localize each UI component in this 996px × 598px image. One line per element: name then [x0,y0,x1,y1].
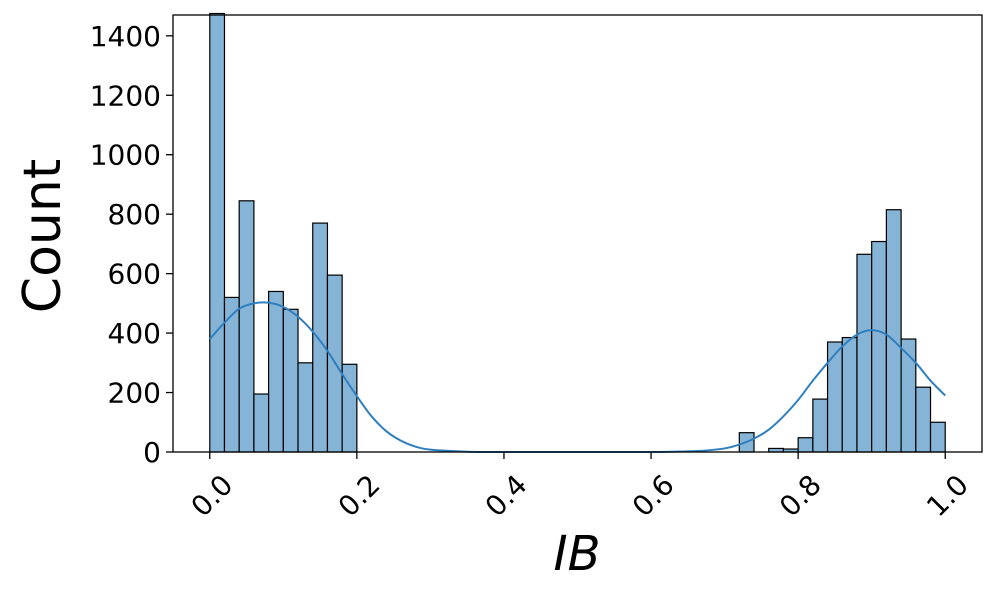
histogram-bar-15 [826,341,843,453]
histogram-bar-14 [812,398,829,453]
x-tick-label: 0.2 [332,468,387,523]
y-tick-label: 1000 [90,139,161,172]
histogram-bar-13 [797,437,814,453]
histogram-bar-5 [282,308,299,453]
y-tick-label: 600 [108,258,161,291]
x-tick-label: 0.8 [773,468,828,523]
histogram-bar-2 [238,200,255,453]
y-tick-label: 200 [108,377,161,410]
histogram-bar-16 [841,336,858,453]
histogram-bar-6 [297,362,314,453]
histogram-bar-17 [856,253,873,453]
x-axis-ticks: 0.0 0.2 0.4 0.6 0.8 1.0 [185,452,975,523]
y-tick-label: 1400 [90,20,161,53]
histogram-bar-4 [268,290,284,453]
histogram-bar-21 [915,386,932,453]
plot-frame [172,14,983,453]
y-tick-label: 0 [143,436,161,469]
histogram-bar-22 [929,421,946,453]
y-tick-label: 1200 [90,79,161,112]
histogram-bar-7 [312,222,329,453]
x-tick-label: 0.4 [479,468,534,523]
histogram-bar-19 [885,209,902,453]
y-axis-title: Count [13,159,73,313]
y-axis-ticks: 0 200 400 600 800 1000 1200 1400 [90,20,173,469]
y-tick-label: 400 [108,317,161,350]
histogram-bar-18 [871,240,887,453]
bars-layer [209,12,946,453]
histogram-bar-0 [209,12,226,453]
x-tick-label: 1.0 [920,468,975,523]
histogram-bar-3 [253,393,270,453]
x-axis-title: IB [553,526,600,582]
x-tick-label: 0.0 [185,468,240,523]
y-tick-label: 800 [108,198,161,231]
x-tick-label: 0.6 [626,468,681,523]
